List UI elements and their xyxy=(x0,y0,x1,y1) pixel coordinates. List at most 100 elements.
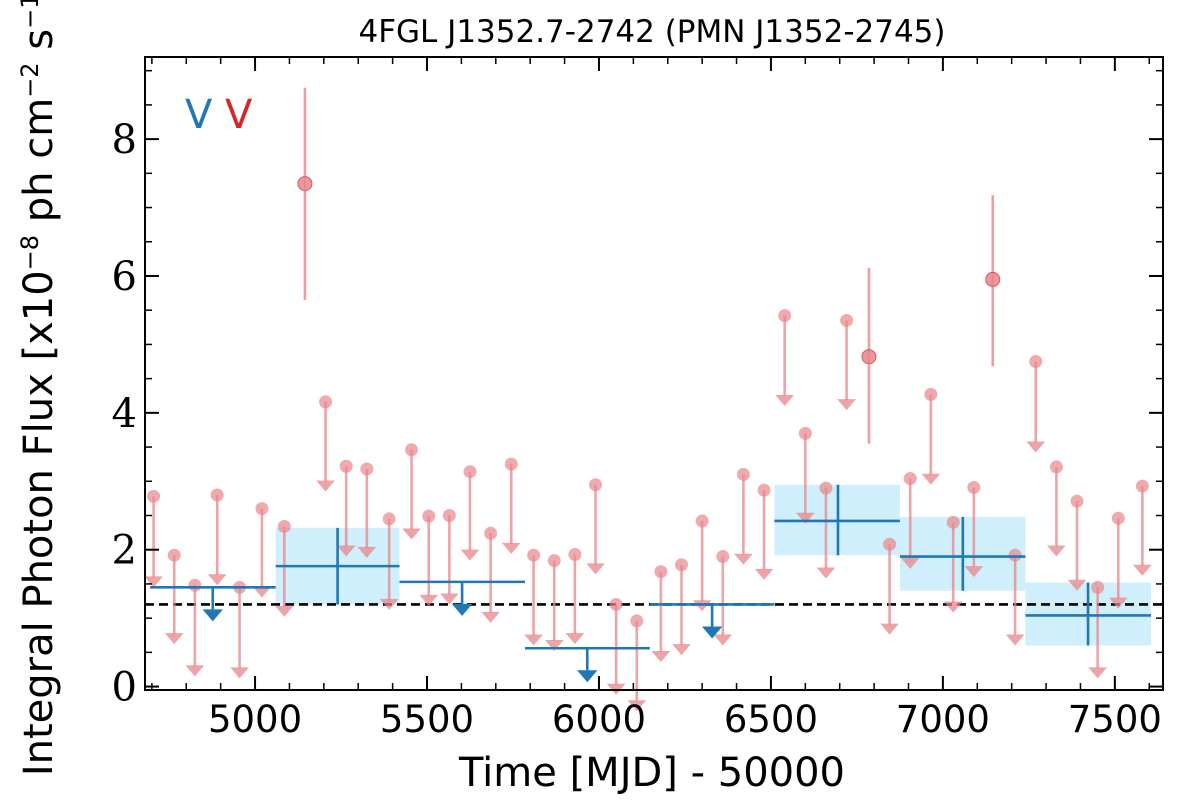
fine-upper-limit-point xyxy=(757,483,771,497)
fine-upper-limit-point xyxy=(589,478,603,492)
coarse-upper-limit-arrow xyxy=(202,609,223,622)
fine-upper-limit-arrow xyxy=(672,644,691,656)
fine-upper-limit-arrow xyxy=(754,568,774,580)
fine-upper-limit-point xyxy=(339,459,353,473)
y-tick-label: 2 xyxy=(112,528,137,574)
fine-upper-limit-arrow xyxy=(880,623,899,635)
fine-upper-limit-arrow xyxy=(207,574,227,586)
fine-upper-limit-point xyxy=(463,465,477,479)
fine-upper-limit-arrow xyxy=(837,399,856,411)
fine-upper-limit-arrow xyxy=(274,605,294,617)
fine-upper-limit-point xyxy=(1029,355,1043,369)
fine-upper-limit-arrow xyxy=(1067,579,1087,591)
fine-upper-limit-arrow xyxy=(252,586,272,598)
legend-fine-label: V xyxy=(225,92,253,138)
fine-upper-limit-arrow xyxy=(164,633,184,645)
fine-upper-limit-arrow xyxy=(651,650,671,662)
fine-upper-limit-point xyxy=(147,489,161,503)
fine-upper-limit-arrow xyxy=(734,553,753,565)
fine-upper-limit-point xyxy=(167,548,181,562)
y-axis-label-mid: ph cm xyxy=(16,98,62,235)
fine-upper-limit-arrow xyxy=(943,601,963,613)
x-tick-label: 7500 xyxy=(1068,698,1162,741)
fine-upper-limit-arrow xyxy=(357,546,377,558)
fine-detection-point xyxy=(297,176,313,192)
fine-upper-limit-point xyxy=(1049,460,1063,474)
fine-upper-limit-point xyxy=(1070,494,1084,508)
x-tick-label: 7000 xyxy=(896,698,990,741)
x-tick-label: 6500 xyxy=(724,698,818,741)
fine-detection-point xyxy=(985,271,1001,287)
fine-upper-limit-arrow xyxy=(501,542,521,554)
fine-upper-limit-arrow xyxy=(1133,564,1152,576)
legend-coarse-label: V xyxy=(185,92,213,138)
plot-layer xyxy=(144,87,1163,712)
x-axis-label: Time [MJD] - 50000 xyxy=(458,750,845,796)
fine-upper-limit-point xyxy=(695,514,709,528)
fine-upper-limit-point xyxy=(778,309,792,323)
fine-upper-limit-arrow xyxy=(900,557,920,569)
fine-upper-limit-arrow xyxy=(921,473,941,485)
fine-upper-limit-arrow xyxy=(402,528,421,540)
y-axis-label-exp1: −8 xyxy=(16,235,44,270)
fine-upper-limit-point xyxy=(405,443,419,457)
fine-upper-limit-point xyxy=(736,467,750,481)
fine-upper-limit-arrow xyxy=(775,395,795,407)
y-axis-label-exp3: −1 xyxy=(16,0,44,29)
x-tick-label: 5500 xyxy=(380,698,474,741)
fine-upper-limit-point xyxy=(1008,548,1022,562)
axes-layer: 5000 5500 6000 6500 7000 7500 0 2 4 6 8 xyxy=(112,56,1164,741)
fine-upper-limit-point xyxy=(630,614,644,628)
chart-title: 4FGL J1352.7-2742 (PMN J1352-2745) xyxy=(358,14,945,50)
fine-upper-limit-point xyxy=(819,481,833,495)
fine-upper-limit-point xyxy=(360,462,374,476)
y-axis-label: Integral Photon Flux [x10−8 ph cm−2 s−1] xyxy=(16,0,62,776)
fine-upper-limit-arrow xyxy=(144,576,163,588)
fine-upper-limit-arrow xyxy=(692,600,712,612)
fine-upper-limit-point xyxy=(967,480,981,494)
fine-upper-limit-arrow xyxy=(713,634,733,646)
fine-upper-limit-point xyxy=(675,558,689,572)
coarse-upper-limit-arrow xyxy=(701,626,723,639)
fine-upper-limit-arrow xyxy=(816,567,836,579)
fine-upper-limit-arrow xyxy=(565,633,585,645)
fine-upper-limit-point xyxy=(422,509,436,523)
fine-upper-limit-point xyxy=(716,550,730,564)
fine-upper-limit-arrow xyxy=(185,665,205,677)
y-tick-label: 6 xyxy=(112,254,137,300)
fine-upper-limit-point xyxy=(442,508,456,522)
fine-upper-limit-point xyxy=(319,395,333,409)
fine-upper-limit-point xyxy=(277,519,291,533)
fine-upper-limit-point xyxy=(188,578,202,592)
coarse-upper-limit-arrow xyxy=(577,670,598,683)
fine-upper-limit-point xyxy=(1111,511,1125,525)
fine-upper-limit-point xyxy=(1135,479,1149,493)
fine-upper-limit-point xyxy=(946,515,960,529)
fine-upper-limit-arrow xyxy=(440,593,459,605)
fine-upper-limit-arrow xyxy=(1005,634,1025,646)
x-tick-label: 5000 xyxy=(208,698,302,741)
fine-upper-limit-point xyxy=(568,548,582,562)
coarse-upper-limit-arrow xyxy=(451,603,473,616)
fine-upper-limit-point xyxy=(527,548,541,562)
x-tick-label: 6000 xyxy=(552,698,646,741)
fine-upper-limit-point xyxy=(1091,580,1105,594)
fine-upper-limit-point xyxy=(883,537,897,551)
y-axis-label-main: Integral Photon Flux [x10 xyxy=(16,270,62,776)
fine-upper-limit-point xyxy=(609,597,623,611)
fine-upper-limit-point xyxy=(210,488,224,502)
fine-upper-limit-point xyxy=(903,472,917,486)
fine-upper-limit-arrow xyxy=(419,594,439,606)
fine-upper-limit-point xyxy=(840,313,854,327)
y-axis-label-exp2: −2 xyxy=(16,62,44,97)
fine-upper-limit-arrow xyxy=(544,639,564,651)
fine-upper-limit-point xyxy=(255,502,269,516)
y-tick-label: 4 xyxy=(112,391,137,437)
fine-upper-limit-arrow xyxy=(336,545,356,557)
fine-upper-limit-arrow xyxy=(627,700,647,712)
y-tick-label: 0 xyxy=(112,665,137,711)
fine-upper-limit-arrow xyxy=(964,566,984,578)
fine-upper-limit-point xyxy=(504,457,518,471)
fine-upper-limit-arrow xyxy=(1026,441,1046,453)
